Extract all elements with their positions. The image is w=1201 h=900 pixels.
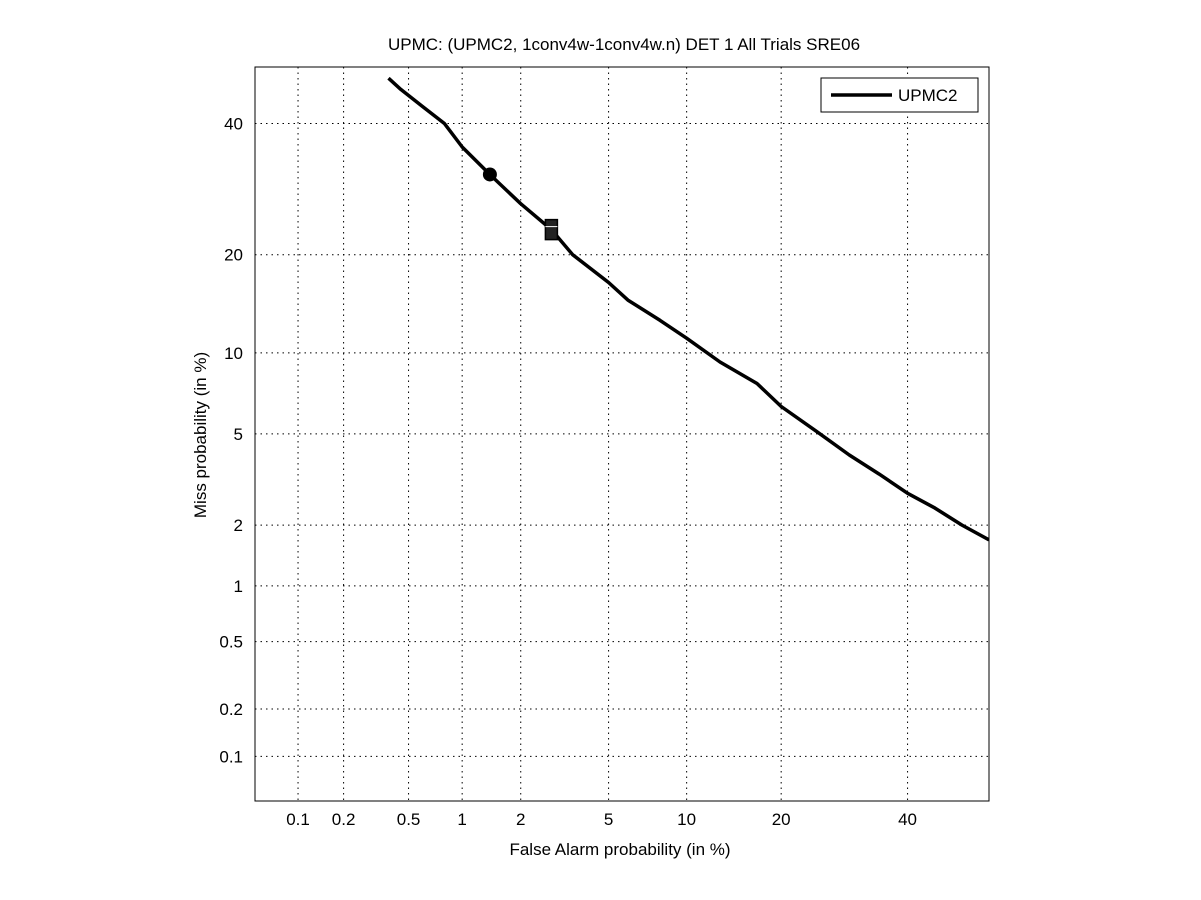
- y-tick-label: 1: [234, 577, 243, 596]
- plot-frame: [254, 66, 990, 802]
- chart-title: UPMC: (UPMC2, 1conv4w-1conv4w.n) DET 1 A…: [388, 35, 860, 54]
- series-layer: [387, 76, 989, 542]
- x-tick-label: 5: [604, 810, 613, 829]
- marker-layer: [482, 167, 559, 241]
- x-tick-label: 20: [772, 810, 791, 829]
- x-tick-label: 40: [898, 810, 917, 829]
- y-tick-label: 0.5: [219, 633, 243, 652]
- y-gridlines: [255, 123, 989, 757]
- circle-marker: [482, 167, 497, 182]
- x-tick-label: 10: [677, 810, 696, 829]
- y-tick-label: 10: [224, 344, 243, 363]
- y-axis-label: Miss probability (in %): [191, 352, 210, 518]
- series-line-upmc2: [387, 76, 989, 542]
- x-axis-label: False Alarm probability (in %): [509, 840, 730, 859]
- y-tick-labels: 0.1 0.2 0.5 1 2 5 10 20 40: [219, 115, 243, 767]
- y-tick-label: 40: [224, 115, 243, 134]
- legend: UPMC2: [820, 77, 979, 113]
- x-tick-label: 0.2: [332, 810, 356, 829]
- x-gridlines: [297, 67, 909, 801]
- x-tick-label: 2: [516, 810, 525, 829]
- square-marker: [544, 218, 559, 241]
- x-tick-label: 0.5: [397, 810, 421, 829]
- legend-label-upmc2: UPMC2: [898, 86, 958, 105]
- y-tick-label: 0.1: [219, 747, 243, 766]
- y-tick-label: 20: [224, 246, 243, 265]
- x-tick-labels: 0.1 0.2 0.5 1 2 5 10 20 40: [286, 810, 917, 829]
- x-tick-label: 1: [457, 810, 466, 829]
- y-tick-label: 0.2: [219, 700, 243, 719]
- x-tick-label: 0.1: [286, 810, 310, 829]
- y-tick-label: 2: [234, 516, 243, 535]
- y-tick-label: 5: [234, 425, 243, 444]
